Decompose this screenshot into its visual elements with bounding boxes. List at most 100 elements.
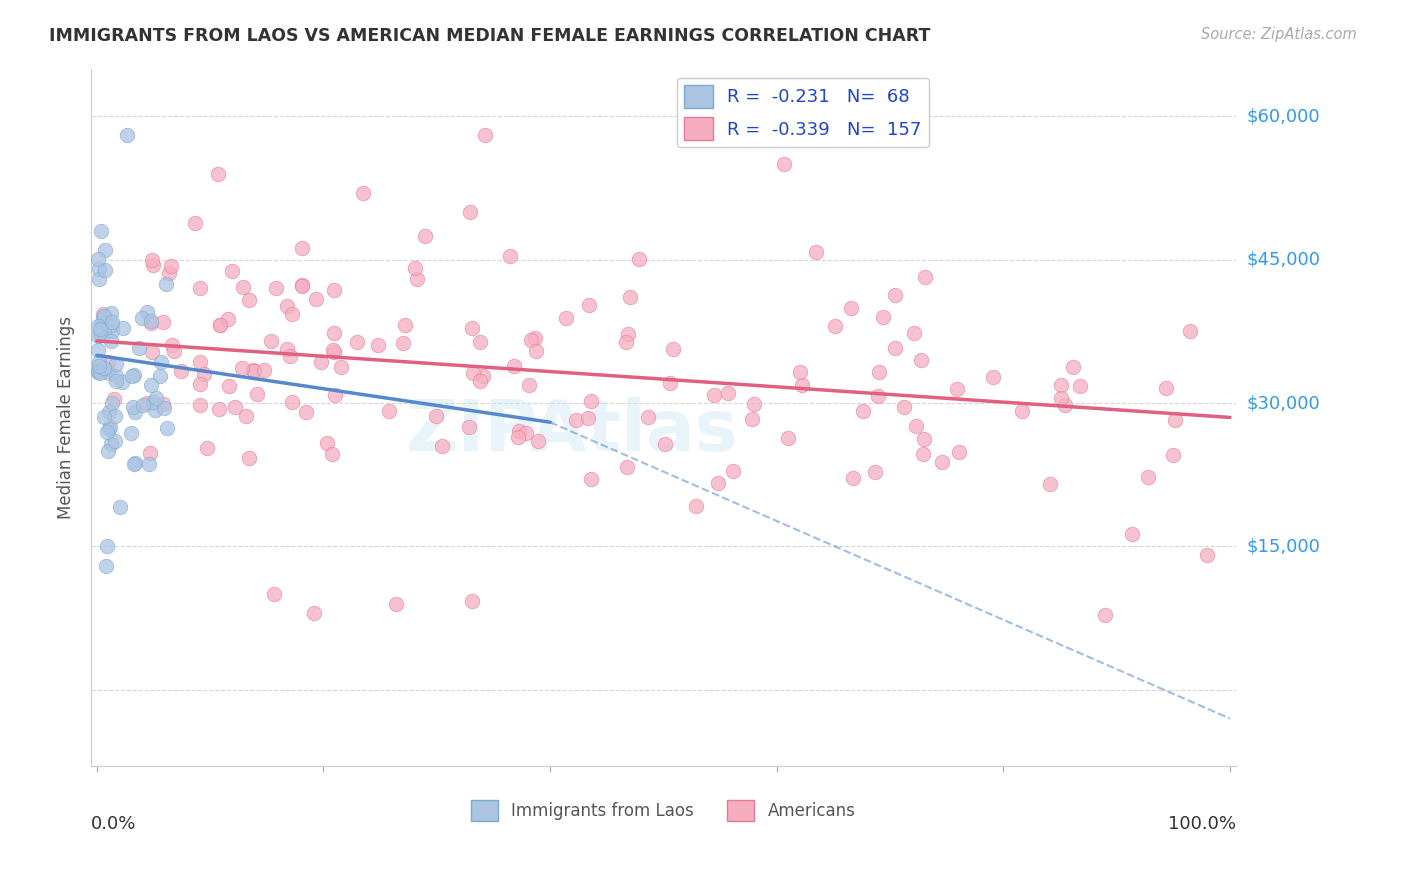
Point (100, 437, 122, 451)
Point (1049, 378, 1071, 392)
Point (218, 379, 240, 393)
Point (105, 357, 128, 371)
Point (209, 318, 232, 332)
Point (352, 186, 374, 200)
Point (576, 411, 599, 425)
Point (142, 395, 165, 409)
Point (468, 374, 491, 388)
Point (914, 269, 936, 284)
Point (905, 419, 928, 434)
Text: 0.0%: 0.0% (91, 815, 136, 833)
Point (97, 422, 120, 436)
Point (87, 354, 110, 368)
Point (142, 258, 165, 272)
Point (232, 279, 254, 293)
Point (221, 263, 243, 277)
Point (87, 329, 110, 343)
Point (295, 405, 318, 419)
Point (131, 398, 153, 412)
Point (120, 425, 142, 440)
Point (115, 128, 138, 143)
Point (104, 374, 127, 388)
Point (97, 366, 120, 380)
Text: $45,000: $45,000 (1247, 251, 1320, 268)
Point (458, 205, 481, 219)
Text: Source: ZipAtlas.com: Source: ZipAtlas.com (1201, 27, 1357, 42)
Point (515, 425, 537, 440)
Point (100, 396, 122, 410)
Point (367, 337, 389, 351)
Point (776, 431, 799, 445)
Point (579, 393, 602, 408)
Point (152, 316, 174, 330)
Point (1011, 404, 1033, 418)
Point (903, 326, 925, 341)
Point (425, 409, 447, 423)
Point (208, 402, 231, 417)
Point (139, 378, 162, 392)
Point (503, 359, 526, 373)
Point (90, 318, 112, 333)
Point (101, 318, 124, 332)
Point (136, 304, 159, 318)
Point (91, 307, 114, 321)
Point (1053, 398, 1076, 412)
Point (87, 359, 110, 373)
Point (742, 397, 765, 411)
Point (103, 409, 125, 423)
Point (872, 310, 894, 325)
Point (703, 388, 725, 402)
Point (93, 243, 115, 257)
Point (406, 272, 429, 286)
Point (281, 394, 304, 409)
Point (138, 457, 160, 471)
Point (190, 281, 212, 295)
Point (188, 397, 211, 411)
Point (184, 216, 207, 230)
Point (141, 253, 163, 268)
Point (263, 587, 285, 601)
Point (276, 342, 298, 356)
Text: $15,000: $15,000 (1247, 538, 1320, 556)
Point (981, 369, 1004, 384)
Point (1069, 378, 1091, 392)
Point (723, 464, 745, 478)
Point (474, 128, 496, 143)
Point (321, 447, 343, 461)
Point (322, 343, 344, 358)
Point (662, 342, 685, 356)
Point (524, 331, 547, 345)
Point (190, 377, 212, 392)
Point (238, 293, 260, 307)
Point (378, 404, 401, 418)
Point (100, 306, 122, 320)
Point (242, 363, 264, 377)
Point (128, 341, 150, 355)
Point (1154, 381, 1177, 395)
Point (520, 334, 543, 348)
Point (394, 318, 416, 333)
Point (104, 434, 127, 448)
Point (97, 405, 120, 419)
Point (124, 456, 146, 470)
Point (508, 425, 530, 439)
Point (1164, 413, 1187, 427)
Point (235, 409, 257, 424)
Point (330, 360, 353, 375)
Point (1039, 477, 1062, 491)
Point (685, 500, 707, 514)
Point (93, 310, 115, 324)
Point (839, 301, 862, 315)
Point (243, 364, 266, 378)
Point (93, 310, 115, 324)
Point (90, 224, 112, 238)
Point (96, 558, 118, 573)
Point (291, 241, 314, 255)
Point (156, 420, 179, 434)
Point (527, 434, 550, 448)
Point (461, 366, 484, 380)
Point (910, 353, 932, 368)
Point (717, 385, 740, 400)
Point (457, 420, 479, 434)
Point (346, 334, 368, 349)
